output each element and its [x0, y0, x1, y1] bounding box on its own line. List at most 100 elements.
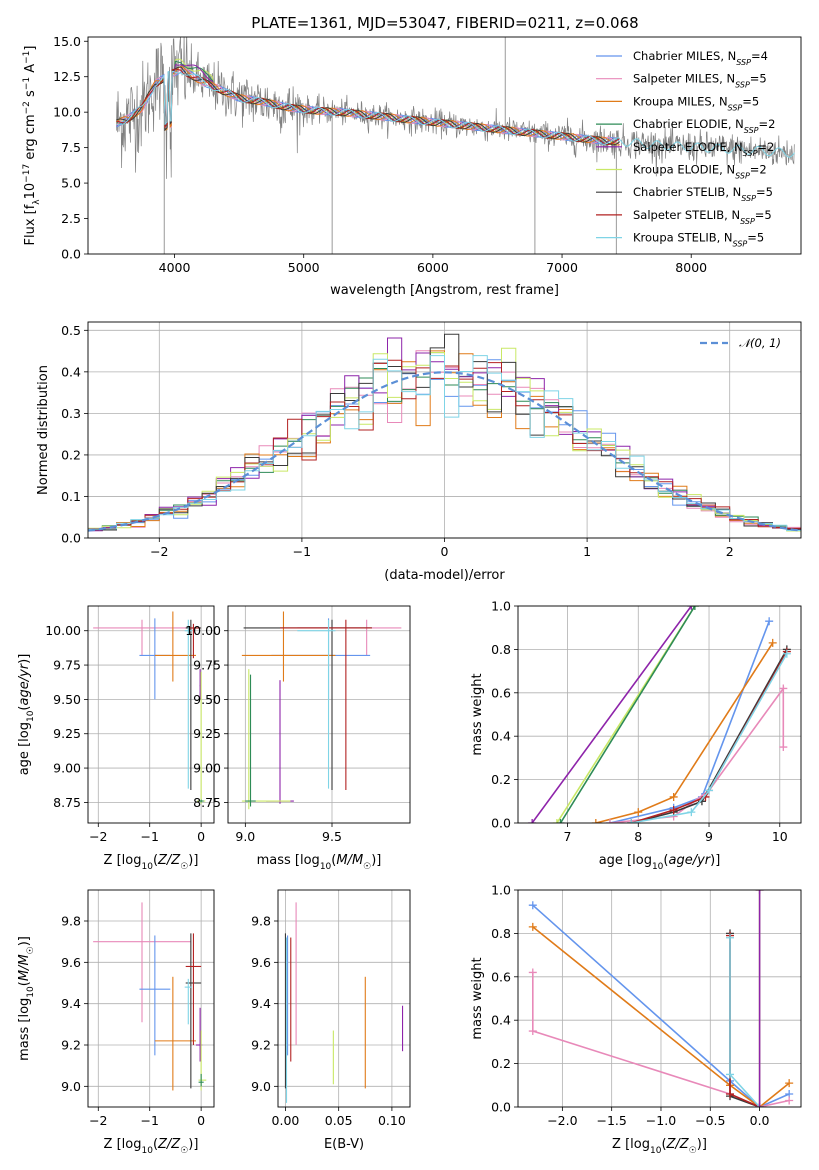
errorbar-point	[184, 978, 192, 1025]
axes-frame	[277, 889, 411, 1108]
y-tick-label: 0.6	[491, 685, 511, 700]
grid-lines	[88, 890, 214, 1107]
plus-marker	[768, 638, 777, 647]
model-spectrum-kroupa-stelib	[116, 70, 620, 145]
x-tick-label: −1.0	[646, 1113, 676, 1128]
y-axis-label: mass weight	[470, 673, 485, 755]
y-tick-label: 0.8	[491, 926, 511, 941]
x-axis-label: age [log10(age/yr)]	[599, 853, 721, 872]
figure-title: PLATE=1361, MJD=53047, FIBERID=0211, z=0…	[251, 14, 638, 32]
y-tick-label: 0.5	[61, 323, 81, 338]
plus-marker	[528, 901, 537, 910]
panel-mass-weight-vs-z: −2.0 −1.5 −1.0 −0.5 0.0 0.0 0.2 0.4 0.6 0.8 1.0 Z […	[470, 883, 802, 1156]
y-tick-label: 9.4	[61, 996, 81, 1011]
x-tick-label: 9.0	[235, 829, 255, 844]
legend-entry: Salpeter MILES, NSSP=5	[633, 72, 767, 90]
y-tick-label: 15.0	[53, 34, 81, 49]
legend: Chabrier MILES, NSSP=4 Salpeter MILES, NS…	[596, 49, 775, 248]
errorbar-point	[297, 619, 336, 789]
x-axis-label: Z [log10(Z/Z☉)]	[104, 1137, 199, 1156]
model-spectrum-kroupa-miles	[116, 65, 620, 146]
model-spectrum-salpeter-miles	[116, 67, 620, 146]
plus-marker	[528, 968, 537, 977]
axes-frame	[227, 605, 411, 824]
plot-area	[116, 37, 795, 254]
normal-curve	[88, 371, 801, 532]
plus-marker	[782, 649, 791, 658]
series-line-chabrier-miles	[609, 620, 770, 823]
legend-entry: Chabrier ELODIE, NSSP=2	[633, 117, 775, 135]
plot-area	[88, 333, 801, 532]
plus-marker	[605, 819, 614, 823]
model-spectrum-tail	[619, 138, 795, 158]
plot-area	[93, 902, 207, 1091]
x-tick-label: −1	[293, 544, 311, 559]
plus-marker	[779, 743, 788, 752]
y-tick-label: 0.0	[61, 531, 81, 546]
plus-marker	[755, 890, 764, 894]
legend-entry: Kroupa MILES, NSSP=5	[633, 94, 759, 112]
plus-marker	[627, 819, 636, 823]
x-tick-label: −1	[140, 829, 158, 844]
y-tick-label: 0.3	[61, 406, 81, 421]
x-tick-label: 0.00	[272, 1113, 300, 1128]
errorbar-point	[280, 619, 372, 791]
plus-marker	[552, 819, 561, 823]
model-spectrum-chabrier-miles	[116, 70, 620, 145]
y-tick-label: 0.6	[491, 969, 511, 984]
y-tick-label: 12.5	[53, 69, 81, 84]
legend-entry: Salpeter ELODIE, NSSP=2	[633, 140, 774, 158]
y-tick-label: 9.25	[53, 726, 81, 741]
y-axis-label: mass weight	[470, 957, 485, 1039]
errorbar-point	[241, 611, 336, 682]
y-tick-label: 9.75	[53, 658, 81, 673]
plot-area	[93, 611, 206, 804]
x-tick-label: 0.0	[750, 1113, 770, 1128]
y-tick-label: 9.2	[61, 1038, 81, 1053]
y-tick-label: 9.2	[251, 1038, 271, 1053]
panel-mass-weight-vs-age: 7 8 9 10 0.0 0.2 0.4 0.6 0.8 1.0 age [log10(age/yr…	[470, 599, 802, 872]
plus-marker	[687, 606, 696, 610]
y-axis-label: Flux [fλ10−17 erg cm−2 s−1 A−1]	[22, 46, 42, 246]
y-axis-label: age [log10(age/yr)]	[17, 654, 36, 776]
y-axis-label: Normed distribution	[36, 365, 51, 495]
x-tick-label: 7000	[546, 260, 578, 275]
x-tick-label: −2	[89, 829, 107, 844]
y-tick-label: 9.75	[193, 658, 221, 673]
plot-area	[528, 606, 791, 823]
x-tick-label: −2.0	[547, 1113, 577, 1128]
plus-marker	[785, 1079, 794, 1088]
plus-marker	[634, 808, 643, 817]
y-tick-label: 9.00	[53, 761, 81, 776]
x-tick-label: −2	[89, 1113, 107, 1128]
histogram-kroupa-stelib	[88, 355, 801, 531]
x-axis-label: (data-model)/error	[384, 568, 505, 583]
x-axis-label: wavelength [Angstrom, rest frame]	[330, 283, 559, 298]
panel-mass-vs-ebv: 0.00 0.05 0.10 9.0 9.2 9.4 9.6 9.8 E(B-V)	[251, 889, 411, 1152]
errorbar-point	[93, 902, 191, 1023]
y-axis-label: mass [log10(M/M☉)]	[17, 936, 36, 1061]
errorbar-point	[93, 619, 191, 656]
x-axis-label: Z [log10(Z/Z☉)]	[612, 1137, 707, 1156]
plot-area	[528, 890, 794, 1107]
y-tick-label: 9.50	[193, 692, 221, 707]
x-axis-label: mass [log10(M/M☉)]	[257, 853, 382, 872]
y-tick-label: 0.2	[491, 1056, 511, 1071]
errorbar-point	[198, 799, 204, 803]
axes-frame	[87, 889, 215, 1108]
y-tick-label: 1.0	[491, 883, 511, 898]
x-tick-label: 0	[197, 829, 205, 844]
plus-marker	[528, 819, 537, 823]
plus-marker	[669, 792, 678, 801]
panel-spectrum: 4000 5000 6000 7000 8000 0.0 2.5 5.0 7.5 10.0 12.5…	[22, 34, 802, 298]
y-tick-label: 0.0	[61, 247, 81, 262]
x-tick-label: 8000	[675, 260, 707, 275]
y-tick-label: 0.4	[491, 1013, 511, 1028]
y-tick-label: 9.0	[251, 1079, 271, 1094]
y-tick-label: 1.0	[491, 599, 511, 614]
x-tick-label: −1	[140, 1113, 158, 1128]
x-tick-label: 0	[441, 544, 449, 559]
legend-entry: 𝒩(0, 1)	[739, 336, 781, 350]
errorbar-point	[198, 1073, 204, 1087]
plus-marker	[785, 1096, 794, 1105]
